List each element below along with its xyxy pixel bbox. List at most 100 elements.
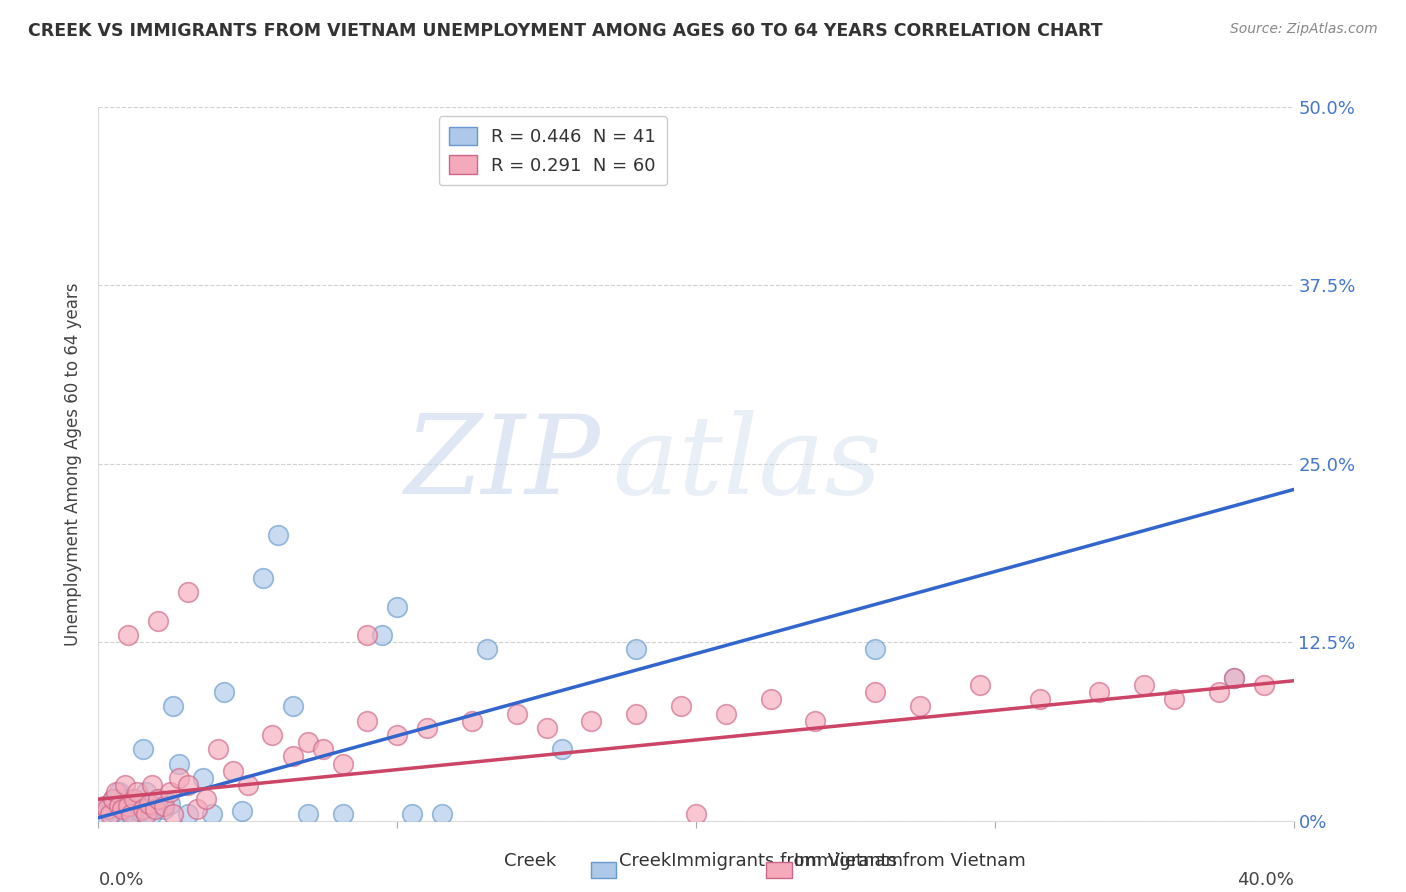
Point [117, 628, 139, 642]
Point [231, 804, 253, 818]
Point [461, 714, 484, 728]
Point [908, 699, 931, 714]
Point [475, 642, 498, 657]
Point [153, 802, 176, 816]
Point [356, 628, 378, 642]
Point [385, 728, 409, 742]
Point [804, 714, 827, 728]
Point [96, 802, 118, 816]
Point [207, 742, 229, 756]
Point [159, 785, 181, 799]
Point [117, 792, 139, 806]
Point [356, 714, 378, 728]
Point [1223, 671, 1246, 685]
Point [96, 799, 118, 814]
Point [685, 806, 707, 821]
Point [153, 799, 176, 814]
Point [297, 735, 319, 749]
Point [506, 706, 529, 721]
Point [222, 764, 245, 778]
Point [401, 806, 423, 821]
Point [111, 802, 134, 816]
Point [100, 802, 122, 816]
Point [177, 585, 200, 599]
Point [100, 806, 122, 821]
Point [201, 806, 224, 821]
Point [162, 699, 184, 714]
Point [332, 806, 354, 821]
Point [1133, 678, 1156, 692]
Point [1223, 671, 1246, 685]
Point [117, 799, 139, 814]
Text: atlas: atlas [613, 410, 882, 517]
Point [332, 756, 354, 771]
Point [1088, 685, 1111, 699]
Point [236, 778, 259, 792]
Point [865, 642, 887, 657]
Point [108, 799, 131, 814]
Point [105, 785, 128, 799]
Point [120, 806, 142, 821]
Point [550, 742, 572, 756]
Point [297, 806, 319, 821]
Point [536, 721, 558, 735]
Point [111, 799, 134, 814]
Point [167, 756, 190, 771]
Point [195, 792, 218, 806]
Y-axis label: Unemployment Among Ages 60 to 64 years: Unemployment Among Ages 60 to 64 years [65, 282, 83, 646]
Point [969, 678, 991, 692]
Point [626, 642, 648, 657]
Point [714, 706, 737, 721]
Point [148, 792, 170, 806]
Text: Immigrants from Vietnam: Immigrants from Vietnam [794, 852, 1026, 870]
Text: 40.0%: 40.0% [1237, 871, 1294, 888]
Point [865, 685, 887, 699]
Point [127, 797, 149, 811]
Point [260, 728, 283, 742]
Point [311, 742, 333, 756]
Point [148, 792, 170, 806]
Point [212, 685, 235, 699]
Point [1163, 692, 1185, 706]
Point [93, 806, 115, 821]
Point [371, 628, 394, 642]
Point [159, 797, 181, 811]
Point [120, 802, 142, 816]
Point [138, 797, 160, 811]
Point [103, 792, 125, 806]
Point [416, 721, 439, 735]
Point [129, 804, 152, 818]
Point [167, 771, 190, 785]
Point [124, 806, 146, 821]
Point [143, 799, 166, 814]
Point [127, 785, 149, 799]
Point [626, 706, 648, 721]
Point [1208, 685, 1230, 699]
Point [162, 806, 184, 821]
Text: 0.0%: 0.0% [98, 871, 143, 888]
Point [1253, 678, 1275, 692]
Point [108, 785, 131, 799]
Point [281, 749, 304, 764]
Text: Source: ZipAtlas.com: Source: ZipAtlas.com [1230, 22, 1378, 37]
Point [177, 806, 200, 821]
Point [669, 699, 692, 714]
Text: Creek: Creek [619, 852, 671, 870]
Text: Creek                    Immigrants from Vietnam: Creek Immigrants from Vietnam [503, 852, 903, 870]
Point [191, 771, 214, 785]
Point [281, 699, 304, 714]
Point [132, 802, 155, 816]
Point [93, 799, 115, 814]
Point [114, 806, 136, 821]
Point [135, 806, 157, 821]
Point [430, 806, 453, 821]
Point [141, 806, 163, 821]
Point [177, 778, 200, 792]
Text: CREEK VS IMMIGRANTS FROM VIETNAM UNEMPLOYMENT AMONG AGES 60 TO 64 YEARS CORRELAT: CREEK VS IMMIGRANTS FROM VIETNAM UNEMPLO… [28, 22, 1102, 40]
Point [267, 528, 290, 542]
Legend: R = 0.446  N = 41, R = 0.291  N = 60: R = 0.446 N = 41, R = 0.291 N = 60 [439, 116, 666, 186]
Point [143, 802, 166, 816]
Point [148, 614, 170, 628]
Point [103, 792, 125, 806]
Point [385, 599, 409, 614]
